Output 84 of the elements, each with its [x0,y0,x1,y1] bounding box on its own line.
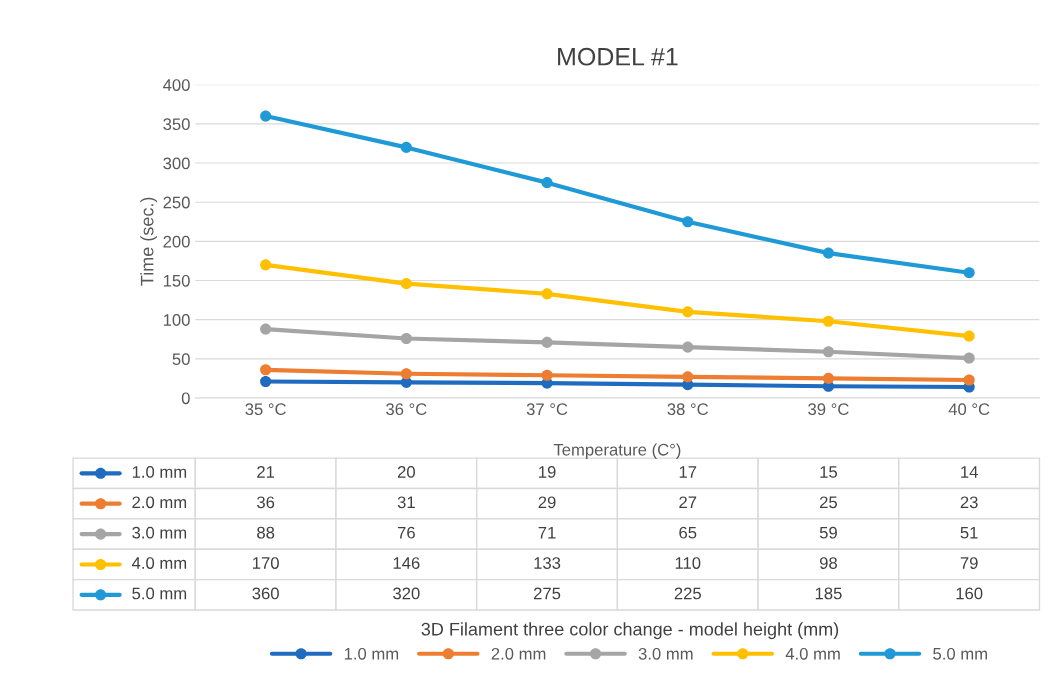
data-label: 27 [679,496,697,509]
data-label: 23 [960,496,978,509]
text: 3.0 mm [638,647,693,660]
point [682,306,694,318]
data-label: 133 [534,557,561,569]
data-label: 88 [257,526,275,539]
point [682,216,694,228]
data-label: 21 [257,465,275,478]
point [400,141,412,153]
point [541,288,553,300]
data-label: 160 [956,587,983,600]
data-label: 146 [393,557,420,569]
x-axis-title: Temperature (C°) [553,443,681,459]
point [400,278,412,290]
point [822,315,835,327]
chart-title: MODEL #1 [558,47,678,66]
x-tick-label: 35 °C [245,403,286,416]
point [541,369,553,381]
y-tick-label: 300 [163,157,190,170]
point [260,364,272,376]
legend-label: 3.0 mm [132,526,187,539]
data-label: 79 [960,557,978,569]
point [682,371,694,383]
point [541,177,553,189]
legend-title: 3D Filament three color change - model height (mm) [421,622,839,640]
x-tick-label: 36 °C [386,403,427,416]
y-axis-title: Time (sec.) [140,197,158,286]
y-tick-label: 250 [163,196,190,209]
data-label: 76 [397,526,415,539]
legend-label: 2.0 mm [132,496,187,509]
point [682,341,694,353]
point [260,110,272,122]
data-label: 320 [393,587,420,600]
y-tick-label: 150 [163,274,190,287]
y-tick-label: 50 [172,353,190,366]
x-tick-label: 38 °C [667,403,709,416]
point [400,368,412,380]
y-tick-label: 200 [163,235,190,248]
y-tick-label: 100 [163,314,190,326]
data-label: 29 [538,496,556,509]
point [260,375,272,388]
data-label: 20 [397,465,415,478]
data-label: 225 [674,587,701,600]
data-label: 71 [538,526,556,539]
point [963,374,975,386]
data-label: 17 [679,466,697,478]
legend-label: 1.0 mm [132,465,187,478]
data-label: 31 [397,496,415,509]
point [400,332,412,345]
x-tick-label: 39 °C [808,403,849,416]
text: 5.0 mm [933,647,987,660]
point [822,346,835,358]
point [541,336,553,348]
data-label: 185 [815,587,842,600]
data-label: 36 [257,496,275,509]
data-label: 110 [675,557,701,569]
data-label: 51 [960,526,978,539]
text: 4.0 mm [785,647,840,660]
data-label: 360 [252,587,279,600]
y-tick-label: 400 [163,79,190,91]
data-label: 14 [961,466,978,478]
text: 2.0 mm [491,647,546,660]
data-label: 19 [539,465,556,478]
data-label: 98 [819,557,837,569]
y-tick-label: 350 [163,118,190,131]
data-label: 65 [679,526,697,539]
data-label: 59 [819,526,837,539]
x-tick-label: 40 °C [948,403,990,416]
data-label: 15 [820,466,838,478]
point [260,259,272,271]
point [822,247,835,259]
text: 1.0 mm [344,647,399,660]
data-label: 275 [533,587,561,600]
point [260,323,272,335]
x-tick-label: 37 °C [526,403,568,416]
point [822,372,835,384]
point [963,267,975,279]
point [963,330,975,342]
legend-label: 4.0 mm [131,557,187,569]
y-tick-label: 0 [181,392,190,405]
data-label: 25 [820,496,838,509]
point [963,352,975,364]
legend-label: 5.0 mm [132,587,187,600]
data-label: 170 [253,557,279,569]
